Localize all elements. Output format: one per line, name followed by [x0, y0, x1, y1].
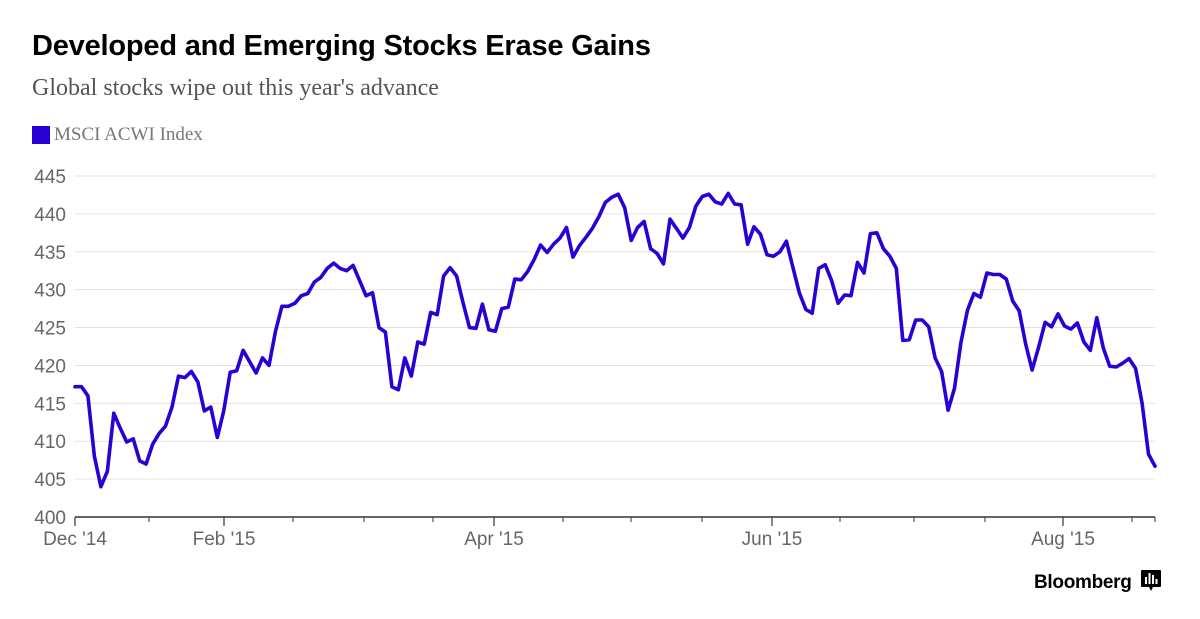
- x-tick-label: Apr '15: [464, 529, 524, 550]
- y-tick-label: 425: [34, 319, 66, 340]
- y-tick-label: 415: [34, 394, 66, 415]
- x-tick-label: Aug '15: [1031, 529, 1095, 550]
- chart-subtitle: Global stocks wipe out this year's advan…: [32, 75, 439, 101]
- x-tick-label: Dec '14: [43, 529, 107, 550]
- legend: MSCI ACWI Index: [32, 124, 203, 146]
- legend-swatch: [32, 126, 50, 144]
- x-tick-label: Jun '15: [742, 529, 803, 550]
- y-tick-label: 430: [34, 281, 66, 302]
- chart-title: Developed and Emerging Stocks Erase Gain…: [32, 30, 651, 62]
- bloomberg-logo: Bloomberg: [1034, 568, 1162, 597]
- bloomberg-bars-icon: [1140, 568, 1162, 597]
- y-tick-label: 445: [34, 167, 66, 188]
- y-tick-label: 405: [34, 470, 66, 491]
- y-tick-label: 440: [34, 205, 66, 226]
- y-tick-label: 435: [34, 243, 66, 264]
- series-line-0: [73, 191, 1157, 489]
- y-tick-label: 400: [34, 508, 66, 529]
- x-tick-label: Feb '15: [193, 529, 256, 550]
- legend-label: MSCI ACWI Index: [54, 124, 203, 145]
- brand-name: Bloomberg: [1034, 571, 1132, 593]
- y-tick-label: 420: [34, 356, 66, 377]
- y-tick-label: 410: [34, 432, 66, 453]
